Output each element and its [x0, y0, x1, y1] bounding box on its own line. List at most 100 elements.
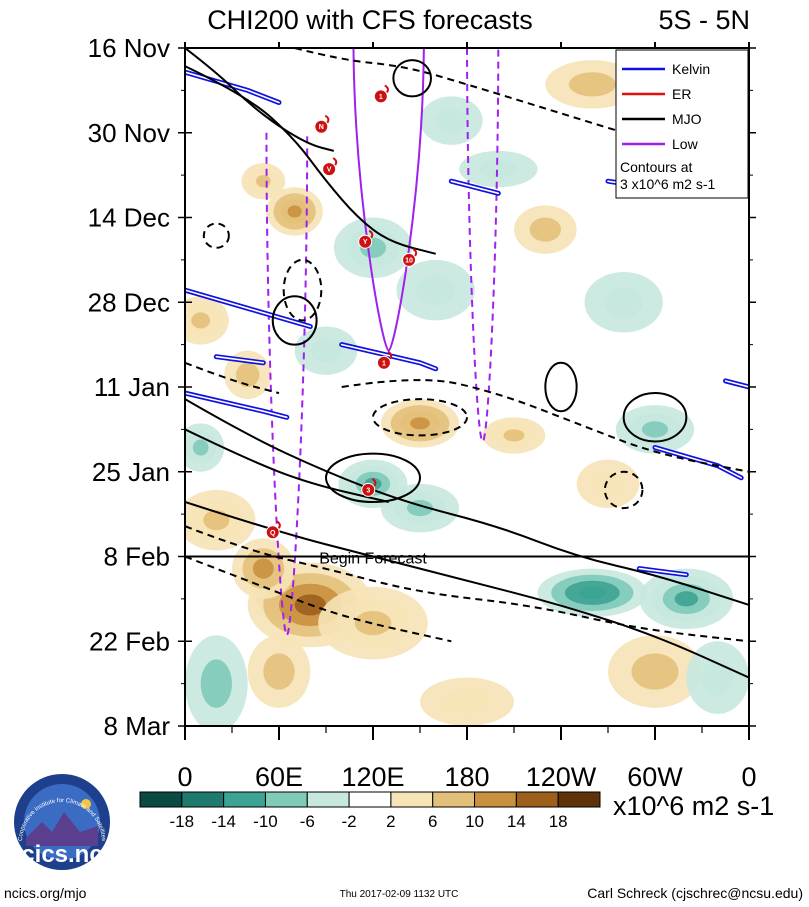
- anomaly-level: [529, 217, 561, 242]
- anomaly-blob: [333, 217, 413, 279]
- storm-tail: [412, 248, 418, 257]
- colorbar-swatch: [515, 791, 559, 808]
- anomaly-blob: [615, 405, 695, 454]
- anomaly-blob: [420, 677, 514, 726]
- colorbar-swatch: [306, 791, 350, 808]
- anomaly-blob: [338, 459, 408, 509]
- storm-marker: V: [322, 157, 338, 177]
- low-contour: [265, 132, 309, 637]
- anomaly-level: [702, 659, 734, 696]
- storm-tail: [371, 478, 377, 487]
- colorbar-tick-label: 6: [428, 812, 437, 831]
- storm-tail: [384, 84, 389, 94]
- anomaly-blob: [584, 271, 663, 333]
- legend-label-kelvin: Kelvin: [672, 61, 710, 77]
- storm-label: Q: [270, 530, 276, 537]
- kelvin-contour-inner: [724, 380, 749, 388]
- anomaly-blob: [608, 635, 702, 708]
- anomaly-level: [200, 659, 232, 708]
- anomaly-blob: [185, 423, 225, 472]
- mjo-contour-negative: [341, 379, 749, 473]
- anomaly-blob: [247, 635, 311, 708]
- y-tick-label: 14 Dec: [88, 203, 170, 233]
- storm-tail: [387, 350, 393, 360]
- x-tick-label: 0: [741, 762, 756, 792]
- storm-tracks: 1 N V Y 10 1 3 Q: [265, 84, 418, 540]
- anomaly-level: [443, 689, 491, 714]
- kelvin-contour-inner: [215, 355, 265, 364]
- logo-mountains: [26, 812, 98, 846]
- mjo-closed-contour-positive: [622, 392, 688, 443]
- anomaly-blob: [639, 568, 734, 630]
- anomaly-level: [674, 591, 699, 607]
- legend-contour-note-1: Contours at: [620, 159, 692, 175]
- legend-label-er: ER: [672, 86, 691, 102]
- mjo-contour-negative: [185, 555, 452, 643]
- x-tick-label: 120W: [526, 762, 597, 792]
- anomaly-blob: [266, 187, 323, 236]
- y-tick-label: 11 Jan: [94, 372, 170, 402]
- anomaly-blob: [459, 150, 538, 188]
- storm-label: Y: [363, 239, 368, 246]
- colorbar-tick-label: -14: [211, 812, 236, 831]
- anomaly-level: [263, 653, 295, 690]
- anomaly-level: [503, 429, 525, 442]
- storm-marker: 1: [373, 84, 389, 104]
- chart-title: CHI200 with CFS forecasts: [207, 5, 533, 35]
- colorbar-tick-label: 2: [386, 812, 395, 831]
- colorbar-swatch: [348, 791, 392, 808]
- storm-label: 1: [382, 360, 386, 367]
- anomaly-blob: [380, 399, 460, 448]
- storm-symbol: [361, 482, 376, 497]
- kelvin-contour-inner: [185, 392, 288, 419]
- mjo-closed-contour-negative: [603, 470, 644, 510]
- logo-name: cics.nc: [21, 841, 102, 868]
- colorbar-tick-label: 18: [549, 812, 568, 831]
- storm-marker: 10: [402, 248, 418, 267]
- kelvin-contour-inner: [185, 71, 280, 104]
- anomaly-level: [592, 471, 624, 496]
- footer-author: Carl Schreck (cjschrec@ncsu.edu): [587, 885, 803, 901]
- x-tick-label: 60W: [627, 762, 683, 792]
- y-tick-label: 8 Feb: [104, 542, 171, 572]
- mjo-contour-positive: [185, 501, 749, 679]
- anomaly-level: [191, 312, 211, 329]
- anomaly-level: [641, 421, 669, 438]
- storm-label: V: [327, 167, 332, 174]
- legend-label-low: Low: [672, 136, 699, 152]
- colorbar-tick-label: -2: [342, 812, 357, 831]
- forecast-start-label: Begin Forecast: [319, 551, 427, 568]
- colorbar-tick-label: 10: [465, 812, 484, 831]
- anomaly-level: [578, 586, 607, 599]
- footer-website: ncics.org/mjo: [4, 885, 87, 901]
- storm-label: N: [319, 124, 324, 131]
- mjo-closed-contour-negative: [202, 222, 230, 249]
- storm-symbol: [322, 162, 337, 177]
- y-tick-label: 8 Mar: [104, 711, 171, 741]
- colorbar-swatch: [432, 791, 476, 808]
- colorbar-tick-label: 14: [507, 812, 526, 831]
- storm-marker: N: [314, 114, 330, 134]
- mjo-contour-negative: [185, 361, 280, 395]
- legend-contour-note-2: 3 x10^6 m2 s-1: [620, 176, 715, 192]
- legend-label-mjo: MJO: [672, 111, 702, 127]
- anomaly-blob: [537, 568, 648, 618]
- storm-label: 10: [405, 257, 413, 264]
- anomaly-level: [631, 653, 679, 690]
- x-tick-label: 0: [177, 762, 192, 792]
- anomaly-level: [604, 287, 644, 318]
- mjo-contour-positive: [185, 65, 436, 255]
- y-axis: 16 Nov 30 Nov 14 Dec 28 Dec 11 Jan 25 Jan 8 Fe…: [88, 33, 756, 741]
- anomaly-level: [252, 558, 274, 579]
- anomaly-blob: [514, 205, 577, 254]
- anomaly-level: [568, 72, 616, 97]
- storm-marker: 1: [376, 350, 393, 370]
- storm-marker: Q: [265, 520, 281, 540]
- y-tick-label: 30 Nov: [88, 118, 170, 148]
- anomaly-blob: [576, 459, 640, 509]
- colorbar-swatch: [181, 791, 225, 808]
- anomaly-level: [410, 417, 430, 430]
- mjo-closed-contour-positive: [271, 295, 318, 346]
- colorbar-swatch: [139, 791, 183, 808]
- mjo-contour-positive: [185, 48, 335, 152]
